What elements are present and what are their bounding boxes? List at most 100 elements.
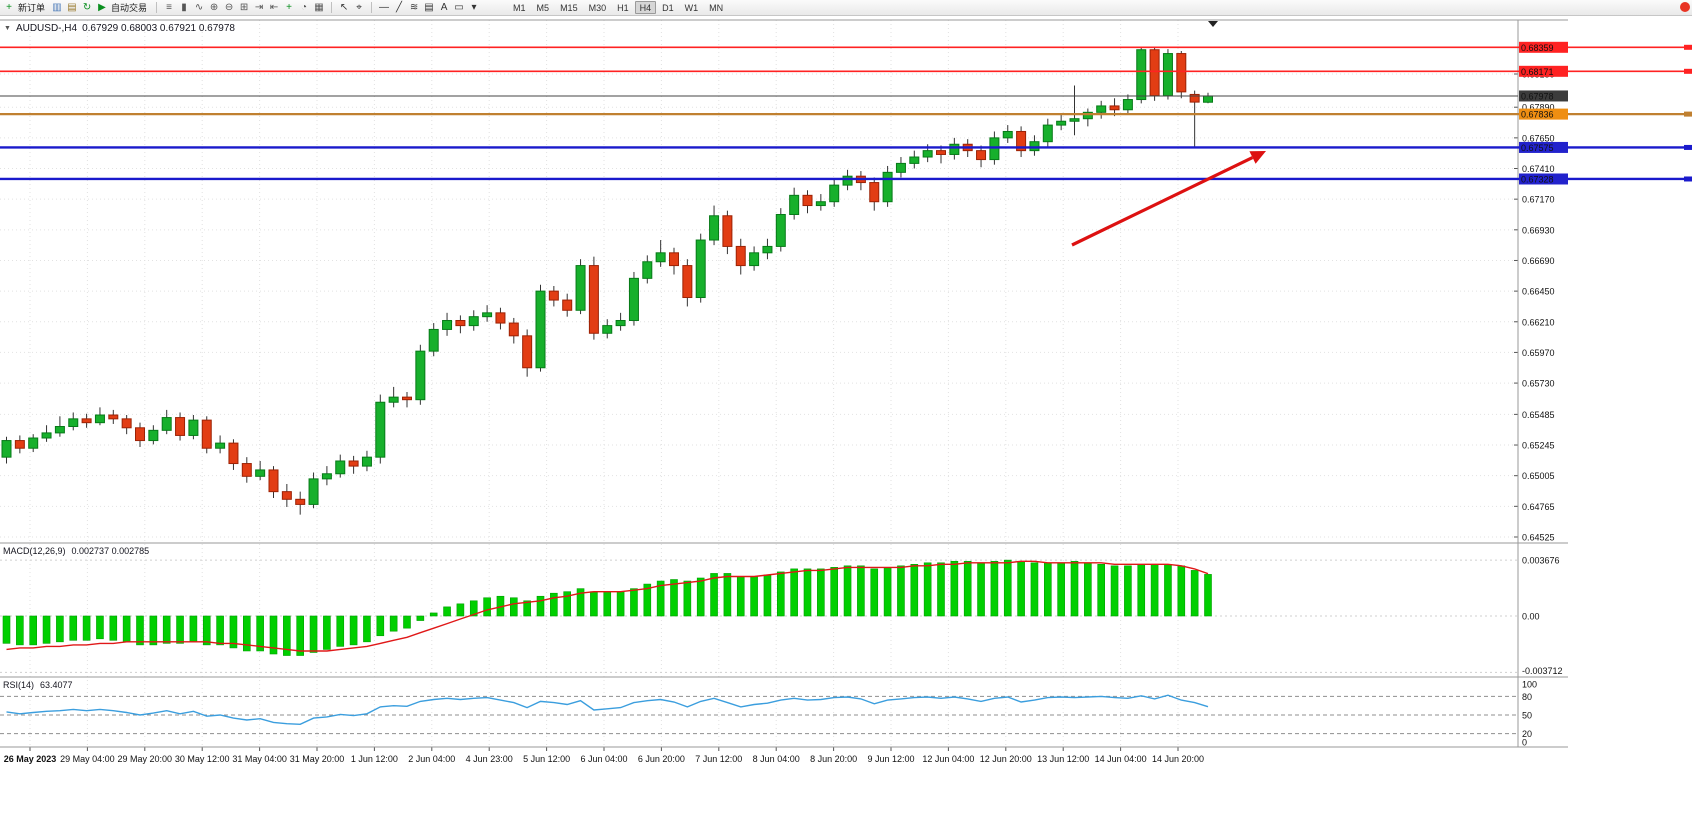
support-line-2-edge-marker — [1684, 176, 1692, 182]
macd-histogram-bar — [563, 591, 572, 617]
macd-histogram-bar — [1070, 560, 1079, 617]
horizontal-line-icon[interactable]: — — [379, 2, 390, 13]
macd-histogram-bar — [1057, 562, 1065, 617]
trendline-icon[interactable]: ╱ — [396, 2, 403, 13]
shapes-dropdown-icon[interactable]: ▾ — [471, 2, 477, 13]
price-axis-label: 0.66930 — [1522, 225, 1555, 235]
tf-button-h1[interactable]: H1 — [617, 3, 629, 13]
bull-candle — [1042, 124, 1053, 143]
bull-candle — [1082, 111, 1093, 120]
macd-histogram-bar — [603, 591, 612, 617]
new-order-icon[interactable]: + — [6, 2, 12, 13]
macd-histogram-bar — [776, 571, 785, 617]
tf-button-m15[interactable]: M15 — [560, 3, 578, 13]
bear-candle — [669, 252, 679, 267]
tf-button-w1[interactable]: W1 — [684, 3, 699, 13]
tf-button-mn[interactable]: MN — [709, 3, 724, 13]
rsi-scale-label: 80 — [1522, 692, 1532, 702]
crosshair-icon[interactable]: ⌖ — [356, 2, 362, 13]
ohlc-bars-icon[interactable]: ≡ — [166, 2, 172, 13]
macd-histogram-bar — [229, 615, 238, 649]
bear-candle — [175, 417, 186, 436]
time-axis-label: 8 Jun 20:00 — [810, 754, 857, 764]
pivot-line-edge-marker — [1684, 111, 1692, 117]
macd-histogram-bar — [469, 600, 478, 617]
rsi-pane-label: RSI(14) 63.4077 — [3, 680, 73, 690]
auto-scroll-icon[interactable]: ⇥ — [254, 2, 264, 13]
price-axis-label: 0.65005 — [1522, 471, 1555, 481]
macd-histogram-bar — [96, 615, 104, 640]
chart-windows-icon[interactable]: ▥ — [52, 2, 62, 13]
autotrading-label[interactable]: 自动交易 — [111, 3, 148, 13]
bull-candle — [1162, 53, 1173, 97]
macd-histogram-bar — [616, 591, 625, 617]
collapse-icon[interactable]: ▼ — [4, 25, 11, 32]
candlesticks-icon[interactable]: ▮ — [181, 2, 187, 13]
tile-windows-icon[interactable]: ⊞ — [239, 2, 249, 13]
line-chart-icon[interactable]: ∿ — [194, 2, 204, 13]
bull-candle — [361, 456, 372, 467]
trend-arrow-line[interactable] — [1071, 156, 1254, 247]
bull-candle — [615, 319, 626, 327]
chart-shift-icon[interactable]: ⇤ — [269, 2, 279, 13]
macd-scale-label: 0.00 — [1522, 612, 1540, 622]
tf-button-m5[interactable]: M5 — [536, 3, 550, 13]
time-axis-label: 6 Jun 04:00 — [580, 754, 627, 764]
bear-candle — [348, 460, 359, 467]
bear-candle — [722, 215, 733, 247]
elliott-wave-icon[interactable]: ≋ — [409, 2, 419, 13]
text-icon[interactable]: A — [440, 2, 448, 13]
macd-histogram-bar — [376, 615, 385, 637]
refresh-icon[interactable]: ↻ — [82, 2, 92, 13]
cursor-icon[interactable]: ↖ — [339, 2, 349, 13]
bear-candle — [108, 414, 119, 420]
arrow-label-icon[interactable]: ▭ — [454, 2, 464, 13]
macd-histogram-bar — [416, 615, 425, 621]
bull-candle — [989, 137, 1000, 161]
tf-button-d1[interactable]: D1 — [662, 3, 674, 13]
time-axis-label: 9 Jun 12:00 — [867, 754, 914, 764]
price-axis-label: 0.67410 — [1522, 164, 1555, 174]
chart-symbol-period: AUDUSD-,H4 — [15, 23, 78, 34]
macd-histogram-bar — [16, 615, 24, 646]
tf-button-m30[interactable]: M30 — [588, 3, 607, 13]
time-axis-label: 14 Jun 20:00 — [1152, 754, 1204, 764]
macd-histogram-bar — [176, 615, 184, 644]
time-axis-label: 31 May 04:00 — [232, 754, 287, 764]
macd-histogram-bar — [336, 615, 345, 647]
macd-histogram-bar — [643, 583, 652, 617]
chart-shift-marker[interactable] — [1208, 21, 1218, 27]
zoom-in-icon[interactable]: ⊕ — [209, 2, 219, 13]
new-order-label[interactable]: 新订单 — [18, 3, 46, 13]
price-axis-label: 0.65730 — [1522, 379, 1555, 389]
indicators-icon[interactable]: + — [286, 2, 292, 13]
zoom-out-icon[interactable]: ⊖ — [224, 2, 234, 13]
macd-histogram-bar — [1110, 565, 1119, 617]
bull-candle — [335, 460, 346, 475]
bear-candle — [522, 335, 533, 369]
autotrading-icon[interactable]: ▶ — [98, 2, 106, 13]
trend-arrow-head[interactable] — [1249, 151, 1266, 164]
bear-candle — [869, 182, 880, 203]
bull-candle — [535, 290, 546, 369]
macd-histogram-bar — [2, 615, 11, 644]
tf-button-m1[interactable]: M1 — [513, 3, 526, 13]
channel-icon[interactable]: ▤ — [424, 2, 434, 13]
templates-icon[interactable]: ▦ — [314, 2, 324, 13]
time-axis-label: 14 Jun 04:00 — [1095, 754, 1147, 764]
macd-histogram-bar — [389, 615, 398, 632]
price-axis-label: 0.66450 — [1522, 287, 1555, 297]
macd-histogram-bar — [42, 615, 51, 644]
bull-candle — [949, 143, 960, 155]
time-axis-label: 2 Jun 04:00 — [408, 754, 455, 764]
notification-dot[interactable] — [1680, 2, 1690, 12]
rsi-line — [6, 694, 1209, 726]
macd-histogram-bar — [162, 615, 171, 644]
macd-histogram-bar — [1084, 562, 1092, 617]
profiles-icon[interactable]: ▤ — [67, 2, 77, 13]
macd-histogram-bar — [1003, 559, 1012, 617]
bear-candle — [201, 419, 212, 449]
tf-button-h4[interactable]: H4 — [634, 1, 657, 14]
periods-icon[interactable]: ◔ — [301, 2, 308, 13]
